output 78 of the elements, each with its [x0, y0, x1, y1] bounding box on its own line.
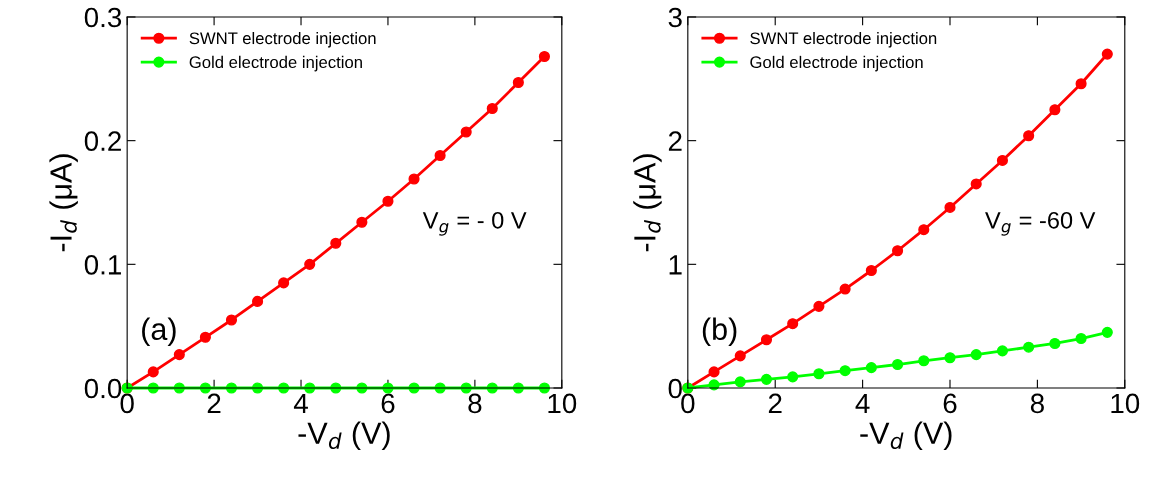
- legend-label: SWNT electrode injection: [189, 31, 376, 48]
- point: [734, 376, 746, 388]
- point: [1101, 48, 1113, 60]
- point: [486, 102, 498, 115]
- point: [839, 365, 851, 377]
- point: [278, 277, 290, 289]
- x-tick-label: 0: [681, 393, 695, 414]
- point: [1049, 104, 1061, 116]
- y-tick-label: 2: [668, 131, 682, 151]
- x-tick-label: 6: [381, 393, 395, 414]
- x-axis-title: -V$_{d}$ (V): [298, 421, 390, 450]
- point: [434, 149, 446, 162]
- point: [708, 366, 720, 378]
- point: [460, 126, 472, 138]
- point: [173, 349, 185, 361]
- point: [356, 216, 368, 228]
- point: [1101, 326, 1113, 338]
- point: [199, 331, 211, 343]
- y-tick-label: 0.3: [84, 7, 122, 28]
- y-tick-label: 0.1: [84, 254, 121, 275]
- point: [1049, 337, 1061, 350]
- point: [839, 283, 851, 295]
- x-tick-label: 8: [468, 393, 482, 414]
- point: [512, 76, 524, 89]
- point: [1023, 341, 1035, 353]
- point: [252, 295, 264, 307]
- x-tick-label: 10: [1111, 393, 1140, 414]
- point: [970, 349, 982, 361]
- legend-label: Gold electrode injection: [750, 55, 923, 72]
- legend-label: SWNT electrode injection: [750, 31, 937, 48]
- point: [892, 358, 904, 371]
- point: [865, 362, 877, 374]
- x-axis-title: -V$_{d}$ (V): [860, 421, 952, 450]
- point: [996, 154, 1008, 166]
- point: [944, 201, 956, 213]
- annotation: V$_{g}$ = -60 V: [985, 211, 1096, 236]
- y-tick-label: 1: [669, 255, 682, 275]
- y-axis-title: -I$_{d}$ (μA): [633, 154, 662, 252]
- x-tick-label: 4: [293, 393, 308, 413]
- y-tick-label: 0.2: [84, 131, 121, 151]
- point: [787, 371, 799, 383]
- point: [918, 355, 930, 367]
- point: [304, 258, 316, 270]
- point: [970, 178, 982, 190]
- point: [382, 195, 394, 207]
- point: [1023, 130, 1035, 142]
- annotation: (b): [702, 317, 737, 347]
- point: [225, 314, 238, 326]
- legend-label: Gold electrode injection: [189, 55, 362, 72]
- point: [996, 345, 1008, 357]
- x-tick-label: 4: [855, 393, 870, 413]
- point: [147, 366, 159, 378]
- point: [760, 373, 773, 385]
- x-tick-label: 2: [768, 393, 782, 413]
- y-axis-title: -I$_{d}$ (μA): [49, 154, 78, 252]
- y-tick-label: 0.0: [84, 378, 122, 399]
- x-tick-label: 8: [1030, 393, 1044, 414]
- point: [734, 350, 746, 362]
- point: [892, 245, 904, 257]
- point: [918, 224, 930, 236]
- point: [1075, 78, 1087, 90]
- point: [1075, 332, 1087, 345]
- x-tick-label: 6: [943, 393, 957, 414]
- point: [330, 237, 342, 249]
- point: [408, 173, 420, 185]
- annotation: (a): [142, 317, 176, 347]
- point: [813, 300, 825, 312]
- point: [787, 318, 799, 330]
- point: [865, 264, 877, 277]
- point: [760, 334, 773, 346]
- y-tick-label: 3: [668, 7, 682, 28]
- y-tick-label: 0: [668, 378, 682, 399]
- x-tick-label: 10: [548, 393, 577, 414]
- point: [944, 352, 956, 364]
- point: [538, 50, 550, 63]
- x-tick-label: 2: [207, 393, 221, 413]
- annotation: V$_{g}$ = - 0 V: [422, 211, 527, 236]
- point: [813, 368, 825, 380]
